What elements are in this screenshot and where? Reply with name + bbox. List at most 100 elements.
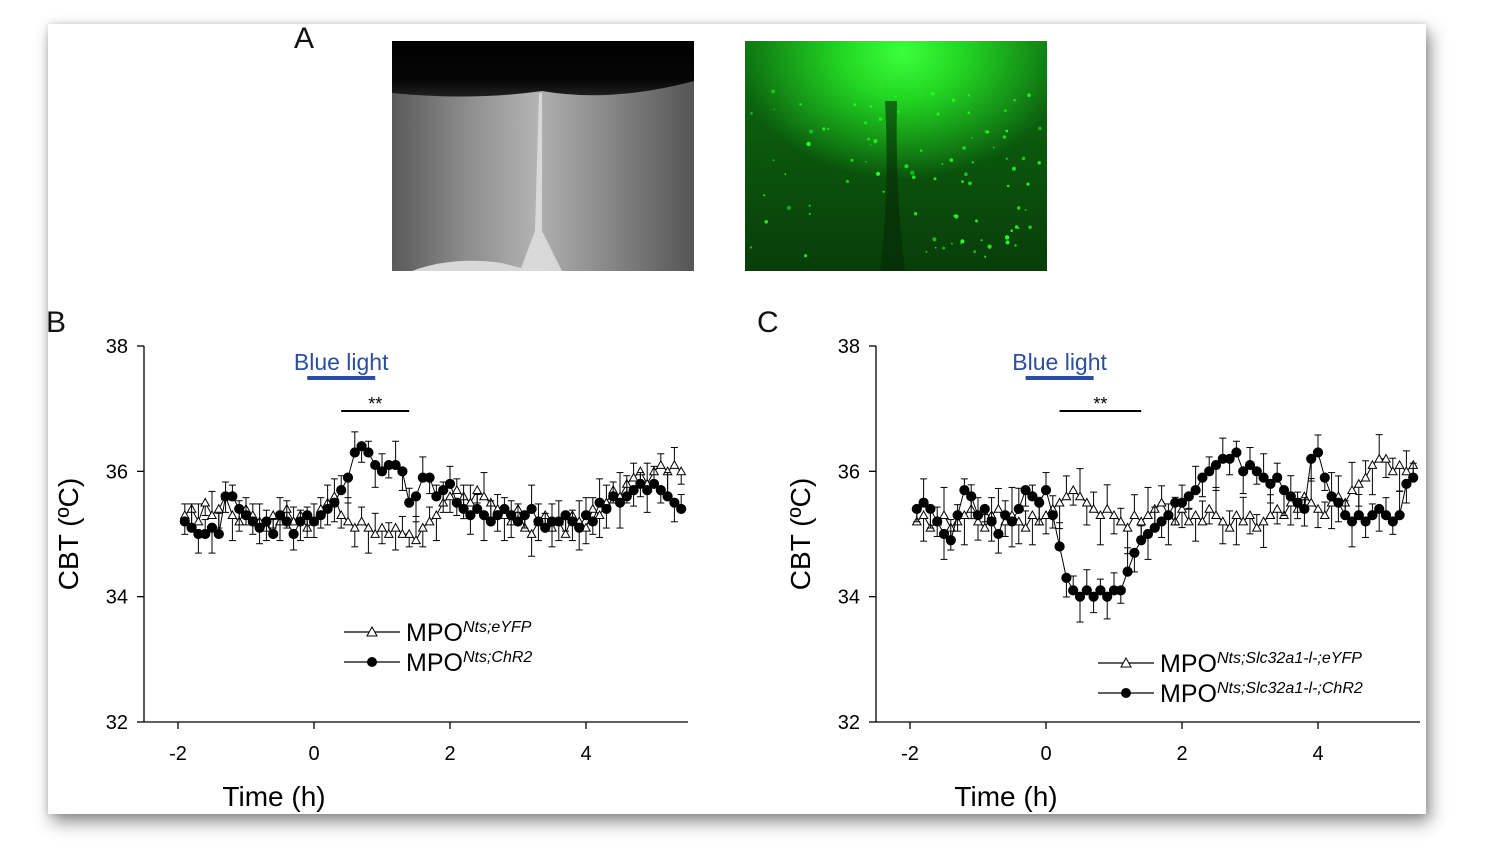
data-point [628,485,639,496]
fluorescent-cell [961,180,964,183]
fluorescent-cell [808,204,811,207]
data-point [308,516,320,527]
data-point [1047,510,1058,521]
data-point [444,478,456,489]
data-point [200,528,211,540]
data-point [580,510,592,521]
data-point [322,503,333,515]
fluorescent-cell [933,177,937,181]
data-point [587,503,598,513]
fluorescent-cell [827,127,830,130]
data-point [655,485,666,496]
data-point [390,459,401,471]
data-point [952,510,963,521]
data-point [1367,459,1378,469]
fluorescent-cell [1037,161,1041,165]
data-point [1312,503,1324,513]
data-point [179,516,190,527]
data-point [1210,459,1222,471]
fluorescent-cell [953,214,957,218]
data-point [1095,509,1106,520]
data-point [594,497,605,508]
fluorescent-cell [878,117,883,121]
data-point [979,503,990,515]
fluorescent-cell [749,246,753,249]
data-point [1176,503,1188,513]
fluorescent-cell [875,171,881,176]
y-tick-label: 36 [838,461,860,483]
x-axis-label: Time (h) [222,781,325,812]
data-point [424,516,435,526]
chart-panel-c: 32 34 36 38 -2 0 2 4 Time (h) CBT (ºC) Blue light *… [785,336,1420,812]
data-point [560,510,571,521]
data-point [1238,516,1249,526]
fluorescent-cell [1006,184,1010,188]
fluorescent-cell [845,179,850,184]
data-point [499,503,510,515]
legend-label-superscript: Nts;Slc32a1-l-;ChR2 [1217,680,1363,697]
data-point [349,447,360,458]
data-point [370,459,381,471]
data-point [247,516,258,527]
data-point [676,466,687,476]
data-point [444,491,456,501]
data-point [451,497,462,508]
fluorescent-cell [1028,225,1032,229]
fluorescent-cell [967,111,971,115]
data-point [1115,585,1126,596]
data-point [1353,510,1364,521]
fluorescent-cell [980,239,983,242]
data-point [1122,566,1133,577]
data-point [519,510,530,521]
data-point [390,522,401,532]
legend-label-superscript: Nts;ChR2 [463,649,532,666]
data-point [302,510,313,521]
data-point [1244,509,1256,520]
fluorescent-cell [1005,240,1010,245]
data-point [1142,528,1154,540]
data-point [1156,497,1167,507]
fluorescent-cell [1014,225,1019,229]
data-point [1068,585,1079,596]
data-point [1333,497,1344,508]
data-point [601,503,612,515]
x-tick-label: 4 [580,743,591,765]
data-point [594,509,605,520]
fluorescent-cell [930,91,935,96]
series-eyfp [911,434,1419,555]
panel-label-a: A [294,22,315,55]
fluorescent-cell [1017,227,1020,230]
data-point [993,528,1004,540]
data-point [506,510,517,521]
data-point [213,528,224,540]
fluorescent-cell [799,103,802,106]
fluorescence-micrograph [745,41,1047,271]
data-point [485,516,496,527]
data-point [186,522,197,533]
data-point [1081,585,1092,596]
figure-card [48,24,1426,814]
data-point [451,484,462,494]
fluorescent-cell [867,137,870,141]
data-point [240,510,252,521]
data-point [1061,572,1072,583]
fluorescent-cell [1017,206,1021,210]
legend-marker [367,657,377,667]
data-point [1095,585,1106,596]
data-point [410,491,422,502]
data-point [1401,466,1412,476]
fluorescent-cell [784,173,787,175]
fluorescent-cell [1013,99,1016,102]
data-point [1020,485,1031,496]
fluorescent-cell [786,205,791,210]
data-point [1346,484,1358,494]
data-point [1176,497,1188,508]
y-tick-label: 36 [106,461,128,483]
legend-label-main: MPO [1160,680,1217,708]
fluorescent-cell [804,254,808,258]
data-point [404,497,415,508]
data-point [1197,516,1208,526]
data-point [608,491,619,502]
data-point [1380,510,1392,521]
fluorescent-cell [973,250,977,254]
